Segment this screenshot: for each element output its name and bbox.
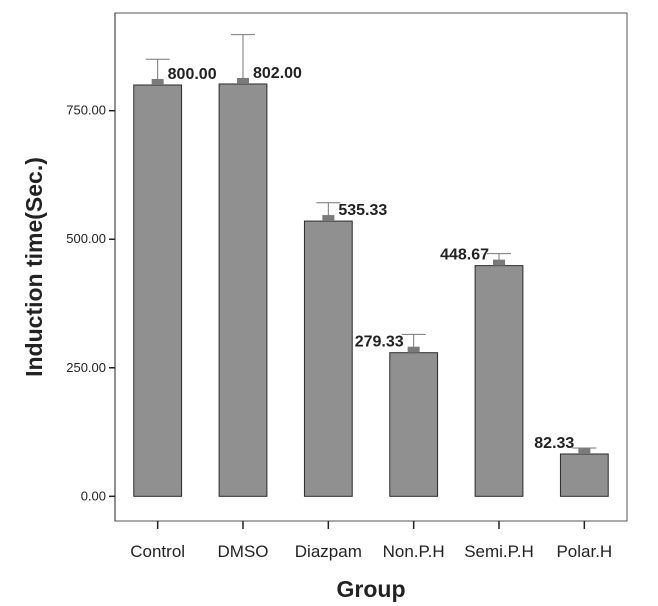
y-tick-label: 0.00 (81, 488, 106, 503)
y-axis-ticks: 0.00 250.00 500.00 750.00 (66, 103, 115, 503)
y-tick-label: 500.00 (66, 231, 106, 246)
x-tick-label: Control (130, 542, 185, 561)
y-tick-label: 250.00 (66, 360, 106, 375)
data-label: 279.33 (355, 334, 404, 351)
bar-dmso (218, 83, 268, 497)
x-axis-categories: Control DMSO Diazpam Non.P.H Semi.P.H Polar.H (130, 521, 612, 561)
x-tick-label: DMSO (218, 542, 269, 561)
mean-marker (407, 346, 420, 353)
mean-marker (237, 77, 249, 84)
y-axis-title: Induction time(Sec.) (21, 157, 47, 377)
bar-series: 800.00 802.00 535.33 279.33 448.67 82.33 (133, 34, 609, 497)
bar-control (133, 84, 183, 497)
x-axis-title: Group (337, 576, 406, 602)
bar-diazpam (303, 220, 353, 497)
data-label: 535.33 (338, 202, 387, 219)
data-label: 448.67 (440, 247, 489, 264)
x-tick-label: Diazpam (295, 542, 362, 561)
mean-marker (151, 78, 164, 85)
data-label: 800.00 (168, 66, 217, 83)
x-tick-label: Semi.P.H (464, 542, 534, 561)
mean-marker (322, 215, 335, 222)
data-label: 802.00 (253, 65, 302, 82)
bar-semi-p-h (474, 265, 524, 497)
bar-non-p-h (389, 352, 439, 497)
data-label: 82.33 (534, 435, 574, 452)
bar-polar-h (559, 453, 609, 497)
x-tick-label: Polar.H (556, 542, 612, 561)
mean-marker (578, 447, 591, 454)
mean-marker (493, 259, 505, 266)
y-tick-label: 750.00 (66, 103, 106, 118)
x-tick-label: Non.P.H (383, 542, 445, 561)
